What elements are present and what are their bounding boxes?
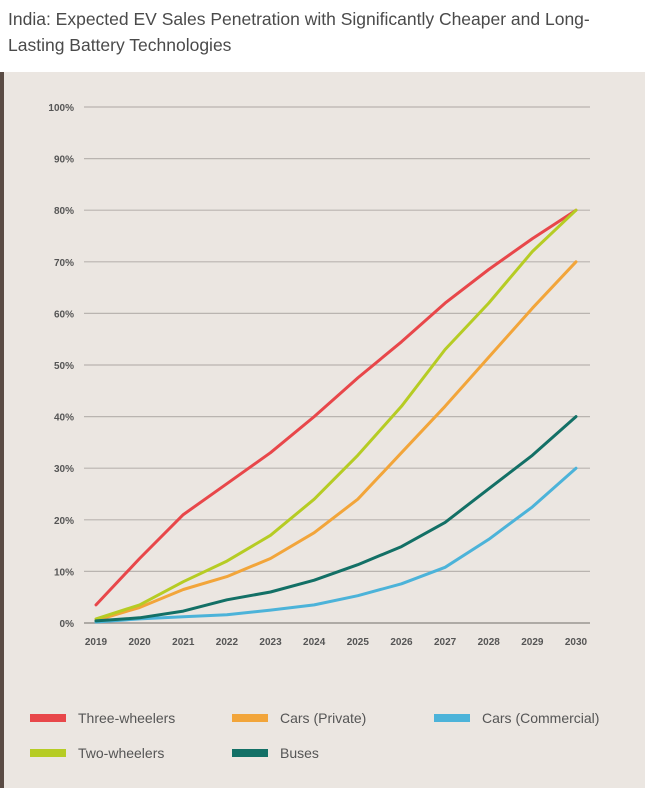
x-tick-label: 2029	[521, 637, 544, 648]
legend-item-cars-private: Cars (Private)	[232, 710, 366, 726]
y-tick-label: 70%	[54, 258, 74, 269]
x-tick-label: 2021	[172, 637, 195, 648]
series-line-buses	[94, 415, 578, 623]
y-tick-label: 60%	[54, 309, 74, 320]
series-line-cars-private	[94, 260, 578, 622]
legend: Three-wheelers Cars (Private) Cars (Comm…	[0, 700, 645, 780]
x-tick-label: 2028	[478, 637, 501, 648]
legend-item-two-wheelers: Two-wheelers	[30, 745, 164, 761]
legend-label-two-wheelers: Two-wheelers	[78, 745, 165, 761]
x-tick-label: 2026	[390, 637, 413, 648]
x-axis-tick-labels: 2019 2020 2021 2022 2023 2024 2025 2026 2027 2028…	[85, 637, 588, 648]
series-line-three-wheelers	[94, 208, 578, 607]
legend-label-cars-commercial: Cars (Commercial)	[482, 710, 600, 726]
legend-swatch-three-wheelers	[30, 714, 66, 722]
y-tick-label: 90%	[54, 155, 74, 166]
legend-item-three-wheelers: Three-wheelers	[30, 710, 175, 726]
grid-lines	[84, 106, 590, 624]
x-tick-label: 2019	[85, 637, 108, 648]
line-chart: 0%10%20%30%40%50%60%70%80%90%100% 2019 20…	[48, 103, 590, 648]
legend-swatch-cars-commercial	[434, 714, 470, 722]
y-tick-label: 40%	[54, 413, 74, 424]
x-tick-label: 2030	[565, 637, 588, 648]
y-tick-label: 10%	[54, 567, 74, 578]
legend-swatch-buses	[232, 749, 268, 757]
x-tick-label: 2020	[129, 637, 152, 648]
legend-label-three-wheelers: Three-wheelers	[78, 710, 176, 726]
legend-label-buses: Buses	[280, 745, 319, 761]
y-axis-tick-labels: 0% 10% 20% 30% 40% 50% 60% 70% 80% 90% 100%	[48, 103, 74, 630]
y-tick-label: 80%	[54, 206, 74, 217]
legend-swatch-two-wheelers	[30, 749, 66, 757]
series-lines	[94, 208, 578, 624]
legend-item-buses: Buses	[232, 745, 319, 761]
chart-title: India: Expected EV Sales Penetration wit…	[8, 9, 590, 55]
x-tick-label: 2027	[434, 637, 457, 648]
y-tick-label: 100%	[48, 103, 74, 114]
series-line-cars-commercial	[94, 466, 578, 624]
y-tick-label: 50%	[54, 361, 74, 372]
y-tick-label: 0%	[60, 619, 75, 630]
legend-swatch-cars-private	[232, 714, 268, 722]
x-tick-label: 2023	[259, 637, 282, 648]
x-tick-label: 2022	[216, 637, 239, 648]
chart-frame	[0, 72, 645, 788]
x-tick-label: 2024	[303, 637, 326, 648]
legend-item-cars-commercial: Cars (Commercial)	[434, 710, 599, 726]
y-tick-label: 20%	[54, 516, 74, 527]
series-line-two-wheelers	[94, 208, 578, 621]
x-tick-label: 2025	[347, 637, 370, 648]
legend-label-cars-private: Cars (Private)	[280, 710, 367, 726]
y-tick-label: 30%	[54, 464, 74, 475]
